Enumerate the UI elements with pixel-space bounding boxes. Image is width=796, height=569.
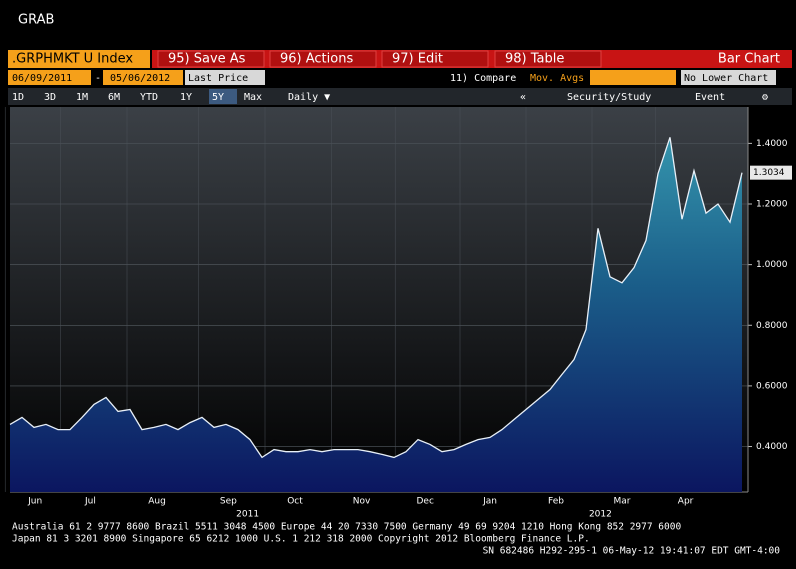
range-selected[interactable] <box>209 89 237 104</box>
event[interactable]: Event <box>695 92 725 103</box>
range-button[interactable]: 6M <box>108 92 120 103</box>
footer: Japan 81 3 3201 8900 Singapore 65 6212 1… <box>12 534 590 545</box>
mov-avgs[interactable]: Mov. Avgs <box>530 73 584 84</box>
x-tick-label: Feb <box>548 497 564 507</box>
period[interactable]: Daily ▼ <box>288 92 330 103</box>
last-price-label: 1.3034 <box>753 168 785 178</box>
y-tick-label: 0.6000 <box>756 381 788 391</box>
year-label: 2012 <box>589 510 612 520</box>
settings[interactable]: ⚙ <box>761 92 768 103</box>
range-button[interactable]: 3D <box>44 92 56 103</box>
x-tick-label: Aug <box>148 497 166 507</box>
range-button[interactable]: YTD <box>140 92 158 103</box>
start-date[interactable]: 06/09/2011 <box>12 73 72 84</box>
range-button[interactable]: 1Y <box>180 92 192 103</box>
last-price-box <box>750 165 792 180</box>
x-tick-label: Apr <box>678 497 694 507</box>
y-tick-label: 0.4000 <box>756 442 788 452</box>
x-tick-label: Jan <box>482 497 497 507</box>
toolbar-button[interactable] <box>381 50 489 68</box>
y-tick-label: 0.8000 <box>756 321 788 331</box>
line <box>9 137 743 459</box>
x-tick-label: Oct <box>287 497 303 507</box>
x-tick-label: Mar <box>614 497 631 507</box>
range-button[interactable]: 1M <box>76 92 88 103</box>
y-tick-label: 1.2000 <box>756 200 788 210</box>
y-tick-label: 1.4000 <box>756 139 788 149</box>
field-box[interactable] <box>185 70 265 85</box>
y-axis-area <box>748 107 792 492</box>
compare[interactable]: 11) Compare <box>450 73 516 84</box>
range-button[interactable]: Max <box>244 92 262 103</box>
field[interactable]: Last Price <box>188 73 248 84</box>
range-bar <box>8 88 792 105</box>
toolbar-button-label[interactable]: 96) Actions <box>280 52 353 67</box>
x-tick-label: Jul <box>84 497 96 507</box>
footer: SN 682486 H292-295-1 06-May-12 19:41:07 … <box>483 546 781 557</box>
toolbar-button[interactable] <box>494 50 602 68</box>
collapse[interactable]: « <box>520 92 526 103</box>
mov-avg-boxes[interactable] <box>590 70 676 85</box>
range-button[interactable]: 5Y <box>212 92 224 103</box>
security-box[interactable] <box>8 50 150 68</box>
x-tick-label: Jun <box>27 497 42 507</box>
toolbar-button-label[interactable]: 97) Edit <box>392 52 443 67</box>
chart-type[interactable]: Bar Chart <box>718 52 780 67</box>
lower-chart[interactable]: No Lower Chart <box>684 73 768 84</box>
toolbar-button-label[interactable]: 98) Table <box>505 52 564 67</box>
area <box>10 137 742 493</box>
date-box[interactable] <box>8 70 91 85</box>
range-button[interactable]: 1D <box>12 92 24 103</box>
year-label: 2011 <box>236 510 259 520</box>
toolbar-button[interactable] <box>269 50 377 68</box>
x-tick-label: Sep <box>220 497 237 507</box>
separator: - <box>95 73 101 84</box>
security-study[interactable]: Security/Study <box>567 92 651 103</box>
date-box[interactable] <box>103 70 183 85</box>
footer: Australia 61 2 9777 8600 Brazil 5511 304… <box>12 522 681 533</box>
toolbar-button[interactable] <box>157 50 265 68</box>
x-tick-label: Dec <box>416 497 433 507</box>
lower-box[interactable] <box>681 70 776 85</box>
y-tick-label: 1.0000 <box>756 260 788 270</box>
window-title: GRAB <box>18 13 54 28</box>
end-date[interactable]: 05/06/2012 <box>110 73 170 84</box>
security[interactable]: .GRPHMKT U Index <box>12 52 133 67</box>
x-tick-label: Nov <box>353 497 371 507</box>
toolbar-button-label[interactable]: 95) Save As <box>168 52 246 67</box>
